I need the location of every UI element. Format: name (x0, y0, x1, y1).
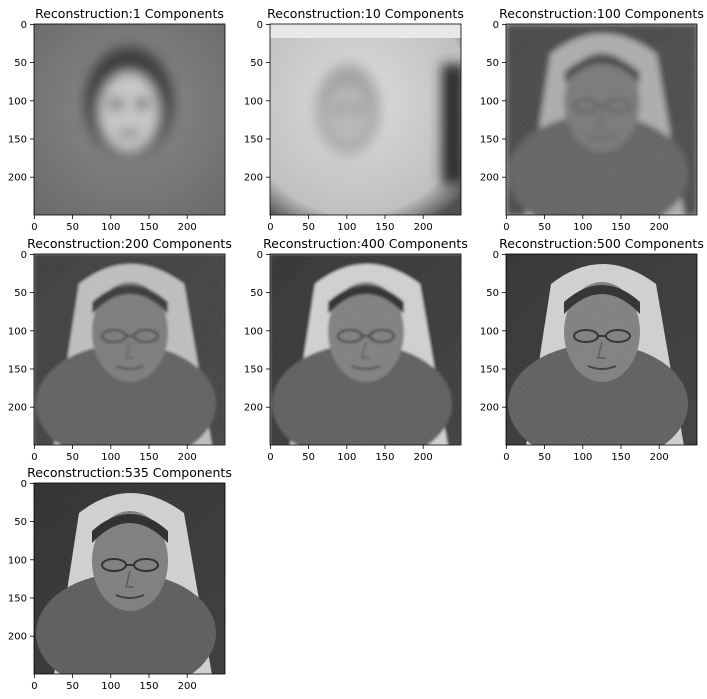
x-tick-label: 200 (178, 452, 197, 463)
subplot-1: Reconstruction:1 Components 0 50 100 150 200 0… (8, 6, 226, 233)
x-tick-label: 50 (538, 222, 551, 233)
axes-frame (505, 253, 698, 446)
y-tick-label: 0 (493, 20, 499, 31)
y-tick-label: 0 (257, 20, 263, 31)
x-tick-label: 0 (503, 452, 509, 463)
y-tick-label: 0 (21, 479, 27, 490)
x-tick-label: 50 (66, 681, 79, 692)
y-tick-label: 200 (480, 173, 499, 184)
subplot-title: Reconstruction:400 Components (263, 236, 468, 251)
x-tick-label: 150 (611, 452, 630, 463)
x-tick-label: 0 (31, 452, 37, 463)
y-tick-label: 100 (244, 326, 263, 337)
y-tick-label: 100 (8, 326, 27, 337)
x-tick-label: 200 (650, 222, 669, 233)
subplot-title: Reconstruction:10 Components (267, 6, 464, 21)
x-tick-label: 100 (101, 681, 120, 692)
reconstruction-image (506, 24, 697, 215)
x-tick-label: 50 (302, 452, 315, 463)
y-tick-label: 50 (486, 58, 499, 69)
x-tick-label: 100 (573, 222, 592, 233)
y-tick-label: 200 (8, 632, 27, 643)
x-tick-label: 150 (611, 222, 630, 233)
x-tick-label: 200 (178, 681, 197, 692)
x-tick-label: 200 (414, 452, 433, 463)
y-tick-label: 0 (493, 250, 499, 261)
x-tick-label: 200 (414, 222, 433, 233)
y-tick-label: 100 (8, 96, 27, 107)
x-tick-label: 150 (139, 681, 158, 692)
y-tick-label: 0 (21, 20, 27, 31)
axes-frame (33, 23, 226, 216)
y-tick-label: 150 (8, 364, 27, 375)
x-tick-label: 0 (267, 452, 273, 463)
x-tick-label: 0 (31, 681, 37, 692)
y-tick-label: 50 (14, 58, 27, 69)
reconstruction-image (34, 254, 225, 445)
x-tick-label: 0 (31, 222, 37, 233)
subplot-2: Reconstruction:10 Components 0 50 100 150 200… (244, 6, 464, 233)
subplot-title: Reconstruction:535 Components (27, 465, 232, 480)
y-tick-label: 50 (14, 288, 27, 299)
subplot-title: Reconstruction:500 Components (499, 236, 704, 251)
y-tick-label: 200 (244, 173, 263, 184)
x-tick-label: 200 (178, 222, 197, 233)
reconstruction-image (506, 254, 697, 445)
y-tick-label: 200 (244, 403, 263, 414)
y-tick-label: 200 (8, 173, 27, 184)
subplot-title: Reconstruction:1 Components (35, 6, 224, 21)
subplot-title: Reconstruction:100 Components (499, 6, 704, 21)
axes-frame (505, 23, 698, 216)
reconstruction-image (34, 24, 225, 215)
y-tick-label: 50 (250, 58, 263, 69)
subplot-title: Reconstruction:200 Components (27, 236, 232, 251)
axes-frame (269, 23, 462, 216)
y-tick-label: 100 (480, 96, 499, 107)
y-tick-label: 50 (250, 288, 263, 299)
x-tick-label: 100 (337, 452, 356, 463)
reconstruction-image (270, 24, 461, 215)
x-tick-label: 150 (139, 452, 158, 463)
y-tick-label: 150 (8, 593, 27, 604)
x-tick-label: 150 (375, 452, 394, 463)
x-tick-label: 100 (573, 452, 592, 463)
x-tick-label: 200 (650, 452, 669, 463)
y-tick-label: 100 (8, 555, 27, 566)
x-tick-label: 50 (538, 452, 551, 463)
x-tick-label: 0 (503, 222, 509, 233)
x-tick-label: 100 (101, 452, 120, 463)
y-tick-label: 150 (480, 364, 499, 375)
y-tick-label: 150 (244, 134, 263, 145)
y-tick-label: 50 (14, 517, 27, 528)
y-tick-label: 100 (480, 326, 499, 337)
axes-frame (269, 253, 462, 446)
x-tick-label: 0 (267, 222, 273, 233)
y-tick-label: 0 (257, 250, 263, 261)
y-tick-label: 200 (480, 403, 499, 414)
y-tick-label: 150 (480, 134, 499, 145)
y-tick-label: 50 (486, 288, 499, 299)
x-tick-label: 100 (337, 222, 356, 233)
x-tick-label: 50 (302, 222, 315, 233)
x-tick-label: 150 (375, 222, 394, 233)
axes-frame (33, 253, 226, 446)
x-tick-label: 50 (66, 222, 79, 233)
axes-frame (33, 482, 226, 675)
y-tick-label: 100 (244, 96, 263, 107)
y-tick-label: 200 (8, 403, 27, 414)
x-tick-label: 50 (66, 452, 79, 463)
x-tick-label: 150 (139, 222, 158, 233)
reconstruction-image (34, 483, 225, 674)
x-tick-label: 100 (101, 222, 120, 233)
y-tick-label: 0 (21, 250, 27, 261)
reconstruction-image (270, 254, 461, 445)
y-tick-label: 150 (8, 134, 27, 145)
y-tick-label: 150 (244, 364, 263, 375)
